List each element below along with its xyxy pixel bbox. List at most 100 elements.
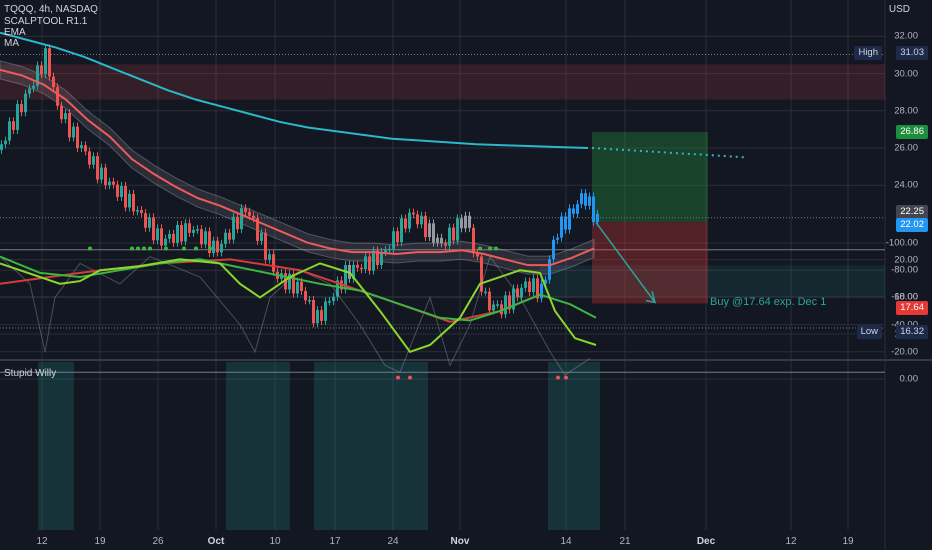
candle-body bbox=[24, 93, 27, 113]
osc-axis-label: -60.00 bbox=[891, 291, 918, 303]
candle-body bbox=[332, 296, 335, 302]
candle-body bbox=[392, 231, 395, 249]
candle-body bbox=[452, 227, 455, 241]
candle-body bbox=[0, 144, 3, 150]
candle-body bbox=[404, 218, 407, 229]
osc-dot-green bbox=[130, 246, 134, 251]
time-axis-label: 12 bbox=[785, 536, 797, 547]
indicator-lines bbox=[0, 31, 746, 304]
candle-body bbox=[420, 215, 423, 225]
candle-body bbox=[576, 204, 579, 214]
candle-body bbox=[156, 228, 159, 241]
candle-body bbox=[580, 193, 583, 205]
candle-body bbox=[472, 227, 475, 254]
candle-body bbox=[320, 310, 323, 321]
candle-body bbox=[456, 218, 459, 241]
candle-body bbox=[180, 225, 183, 242]
price-axis-label: 20.00 bbox=[894, 254, 918, 266]
candle-body bbox=[296, 281, 299, 294]
candle-body bbox=[220, 243, 223, 253]
time-axis-label: Nov bbox=[450, 536, 470, 547]
symbol-title[interactable]: TQQQ, 4h, NASDAQ bbox=[4, 4, 98, 15]
candle-body bbox=[384, 249, 387, 252]
candle-body bbox=[376, 250, 379, 266]
candle-body bbox=[396, 231, 399, 243]
candle-body bbox=[408, 212, 411, 229]
oscillator bbox=[0, 246, 597, 380]
price-axis-label: 24.00 bbox=[894, 179, 918, 191]
candle-body bbox=[428, 223, 431, 238]
osc-axis-label: -40.00 bbox=[891, 319, 918, 330]
legend-ma[interactable]: MA bbox=[4, 38, 19, 49]
candle-body bbox=[512, 288, 515, 310]
candle-body bbox=[104, 167, 107, 186]
candle-body bbox=[300, 281, 303, 291]
osc-dot-red bbox=[408, 375, 412, 380]
candle-body bbox=[128, 193, 131, 208]
candle-body bbox=[256, 218, 259, 241]
candle-body bbox=[164, 238, 167, 246]
candle-body bbox=[140, 210, 143, 214]
candle-body bbox=[436, 237, 439, 243]
osc-dot-green bbox=[148, 246, 152, 251]
candle-body bbox=[344, 265, 347, 290]
osc-dot-green bbox=[208, 246, 212, 251]
candle-body bbox=[356, 264, 359, 268]
candle-body bbox=[240, 208, 243, 230]
candle-body bbox=[236, 216, 239, 230]
candle-body bbox=[8, 121, 11, 141]
candle-body bbox=[448, 227, 451, 246]
osc-zone bbox=[548, 362, 600, 530]
candle-body bbox=[496, 304, 499, 306]
osc-dot-green bbox=[142, 246, 146, 251]
candle-body bbox=[112, 181, 115, 185]
high-tag-label: High bbox=[854, 46, 882, 60]
candle-body bbox=[80, 145, 83, 149]
candle-body bbox=[224, 232, 227, 244]
candle-body bbox=[28, 88, 31, 94]
candle-body bbox=[312, 299, 315, 324]
candle-body bbox=[552, 239, 555, 260]
legend-ema[interactable]: EMA bbox=[4, 27, 26, 38]
osc-zone bbox=[38, 362, 74, 530]
price-axis-label: 30.00 bbox=[894, 68, 918, 80]
osc-axis-label: -20.00 bbox=[891, 346, 918, 358]
candle-body bbox=[232, 216, 235, 240]
oscillator-title[interactable]: Stupid Willy bbox=[4, 368, 57, 379]
candle-body bbox=[208, 231, 211, 254]
time-axis-label: 19 bbox=[94, 536, 106, 547]
candle-body bbox=[464, 215, 467, 229]
candle-body bbox=[364, 256, 367, 270]
candle-body bbox=[212, 240, 215, 254]
candle-body bbox=[96, 156, 99, 180]
ma-line bbox=[0, 31, 589, 149]
candle-body bbox=[492, 304, 495, 311]
candle-body bbox=[424, 215, 427, 238]
candle-body bbox=[336, 280, 339, 297]
candle-body bbox=[548, 259, 551, 280]
ema-line bbox=[0, 68, 595, 267]
candle-body bbox=[316, 310, 319, 324]
candle-body bbox=[160, 228, 163, 246]
osc-fast bbox=[0, 258, 597, 353]
candle-body bbox=[136, 210, 139, 212]
osc-dot-green bbox=[182, 246, 186, 251]
candle-body bbox=[132, 193, 135, 212]
candle-body bbox=[416, 214, 419, 225]
time-axis-label: 21 bbox=[619, 536, 631, 547]
osc-axis-label: -100.00 bbox=[885, 237, 918, 249]
candle-body bbox=[572, 208, 575, 214]
legend-scalptool[interactable]: SCALPTOOL R1.1 bbox=[4, 16, 88, 27]
osc-dot-red bbox=[396, 375, 400, 380]
candle-body bbox=[480, 256, 483, 292]
candle-body bbox=[216, 240, 219, 253]
candle-body bbox=[12, 121, 15, 130]
candle-body bbox=[248, 211, 251, 216]
resistance-zone bbox=[0, 64, 885, 100]
high-tag-value: 31.03 bbox=[896, 46, 928, 60]
candle-body bbox=[252, 215, 255, 219]
low-tag-label: Low bbox=[856, 325, 882, 339]
buy-annotation[interactable]: Buy @17.64 exp. Dec 1 bbox=[710, 296, 827, 308]
